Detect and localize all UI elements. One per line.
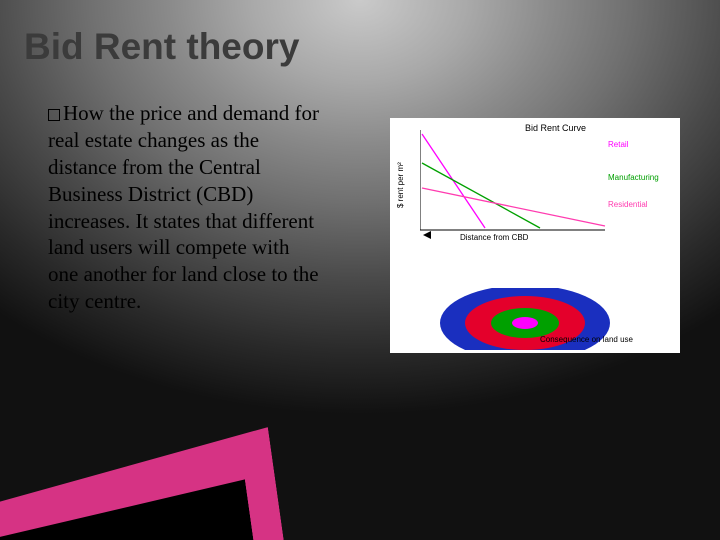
corner-accent <box>0 427 289 540</box>
legend-retail: Retail <box>608 140 628 149</box>
legend-residential: Residential <box>608 200 648 209</box>
page-title: Bid Rent theory <box>24 26 299 68</box>
line-residential <box>422 188 605 226</box>
chart-caption: Consequence on land use <box>540 335 633 344</box>
bullet-lead: How <box>63 101 104 125</box>
ring-center <box>512 317 538 329</box>
body-paragraph: How the price and demand for real estate… <box>48 100 324 315</box>
line-manufacturing <box>422 163 540 228</box>
chart-ylabel: $ rent per m² <box>396 162 405 208</box>
bid-rent-chart: Bid Rent Curve $ rent per m² Distance fr… <box>390 118 680 353</box>
bullet-text: the price and demand for real estate cha… <box>48 101 319 313</box>
legend-manufacturing: Manufacturing <box>608 173 659 182</box>
bullet-box-icon <box>48 109 60 121</box>
chart-svg <box>420 130 680 350</box>
